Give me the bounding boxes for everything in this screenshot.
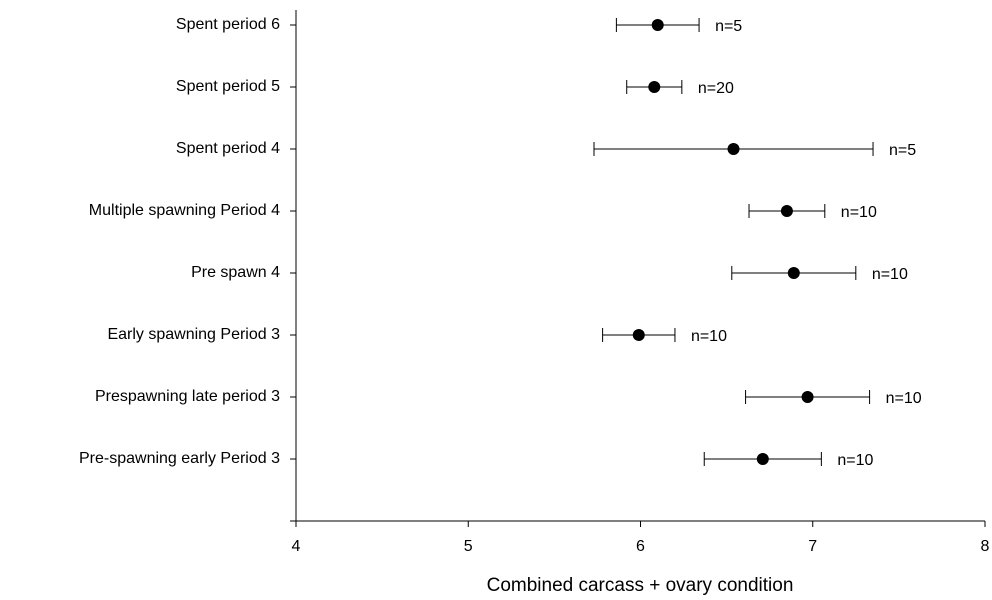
point [651, 19, 664, 31]
annotation: n=5 [889, 142, 916, 159]
annotation: n=10 [691, 328, 727, 345]
x-tick-label: 8 [981, 538, 990, 555]
y-tick-label: Spent period 5 [176, 78, 280, 95]
y-tick-label: Pre-spawning early Period 3 [79, 450, 280, 467]
x-tick-label: 6 [636, 538, 645, 555]
point [632, 329, 645, 341]
y-tick-label: Spent period 6 [176, 16, 280, 33]
y-tick-label: Prespawning late period 3 [95, 388, 280, 405]
y-tick-label: Pre spawn 4 [191, 264, 280, 281]
point [801, 391, 814, 403]
point [648, 81, 661, 93]
x-tick-label: 7 [808, 538, 817, 555]
y-tick-label: Multiple spawning Period 4 [89, 202, 280, 219]
annotation: n=10 [841, 204, 877, 221]
y-tick-label: Early spawning Period 3 [107, 326, 280, 343]
annotation: n=10 [837, 452, 873, 469]
x-tick-label: 4 [292, 538, 301, 555]
point [780, 205, 793, 217]
point [787, 267, 800, 279]
annotation: n=10 [872, 266, 908, 283]
x-axis-title: Combined carcass + ovary condition [487, 575, 794, 596]
y-tick-label: Spent period 4 [176, 140, 280, 157]
annotation: n=20 [698, 80, 734, 97]
annotation: n=10 [886, 390, 922, 407]
point [727, 143, 740, 155]
x-tick-label: 5 [464, 538, 473, 555]
point [756, 453, 769, 465]
annotation: n=5 [715, 18, 742, 35]
